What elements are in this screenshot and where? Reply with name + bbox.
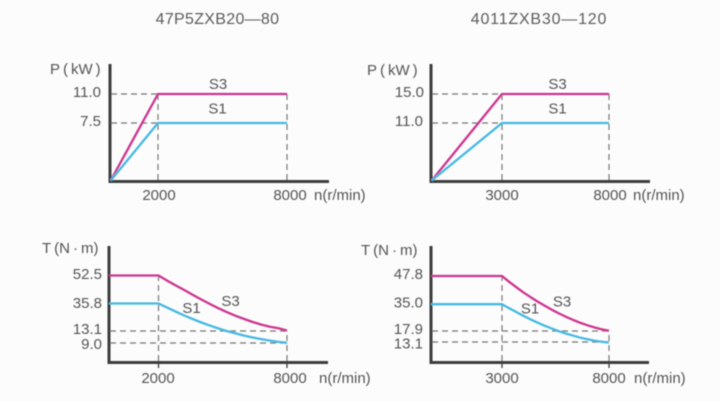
svg-text:7.5: 7.5 bbox=[80, 113, 101, 130]
svg-text:35.8: 35.8 bbox=[73, 295, 102, 312]
svg-text:S1: S1 bbox=[548, 101, 566, 118]
svg-text:8000: 8000 bbox=[273, 187, 306, 204]
svg-text:8000: 8000 bbox=[593, 187, 626, 204]
svg-text:15.0: 15.0 bbox=[395, 84, 424, 101]
svg-text:P ( kW ): P ( kW ) bbox=[367, 62, 418, 79]
svg-text:35.0: 35.0 bbox=[394, 295, 423, 312]
svg-text:47P5ZXB20—80: 47P5ZXB20—80 bbox=[156, 11, 280, 28]
svg-text:2000: 2000 bbox=[141, 370, 174, 387]
svg-text:S1: S1 bbox=[208, 101, 226, 118]
svg-text:2000: 2000 bbox=[142, 187, 175, 204]
svg-text:P ( kW ): P ( kW ) bbox=[50, 61, 101, 78]
svg-text:S3: S3 bbox=[209, 76, 227, 93]
svg-text:S3: S3 bbox=[553, 294, 571, 311]
svg-text:n(r/min): n(r/min) bbox=[633, 187, 685, 204]
svg-text:n(r/min): n(r/min) bbox=[634, 370, 686, 387]
svg-text:8000: 8000 bbox=[273, 370, 306, 387]
svg-text:n(r/min): n(r/min) bbox=[314, 187, 366, 204]
svg-text:4011ZXB30—120: 4011ZXB30—120 bbox=[471, 11, 607, 28]
svg-text:11.0: 11.0 bbox=[73, 84, 101, 101]
svg-text:9.0: 9.0 bbox=[81, 336, 102, 353]
svg-text:8000: 8000 bbox=[592, 370, 625, 387]
svg-text:T (N · m): T (N · m) bbox=[361, 242, 417, 259]
svg-text:52.5: 52.5 bbox=[73, 266, 102, 283]
svg-text:47.8: 47.8 bbox=[394, 266, 423, 283]
svg-text:13.1: 13.1 bbox=[73, 321, 102, 338]
svg-text:17.9: 17.9 bbox=[394, 321, 423, 338]
svg-text:S3: S3 bbox=[548, 76, 566, 93]
svg-text:S3: S3 bbox=[221, 293, 239, 310]
svg-text:n(r/min): n(r/min) bbox=[319, 370, 371, 387]
svg-text:3000: 3000 bbox=[485, 187, 518, 204]
svg-text:S1: S1 bbox=[182, 300, 200, 317]
svg-text:11.0: 11.0 bbox=[395, 113, 423, 130]
svg-text:S1: S1 bbox=[521, 301, 539, 318]
svg-text:T (N · m): T (N · m) bbox=[42, 240, 98, 257]
svg-text:3000: 3000 bbox=[485, 370, 518, 387]
svg-text:13.1: 13.1 bbox=[394, 336, 423, 353]
